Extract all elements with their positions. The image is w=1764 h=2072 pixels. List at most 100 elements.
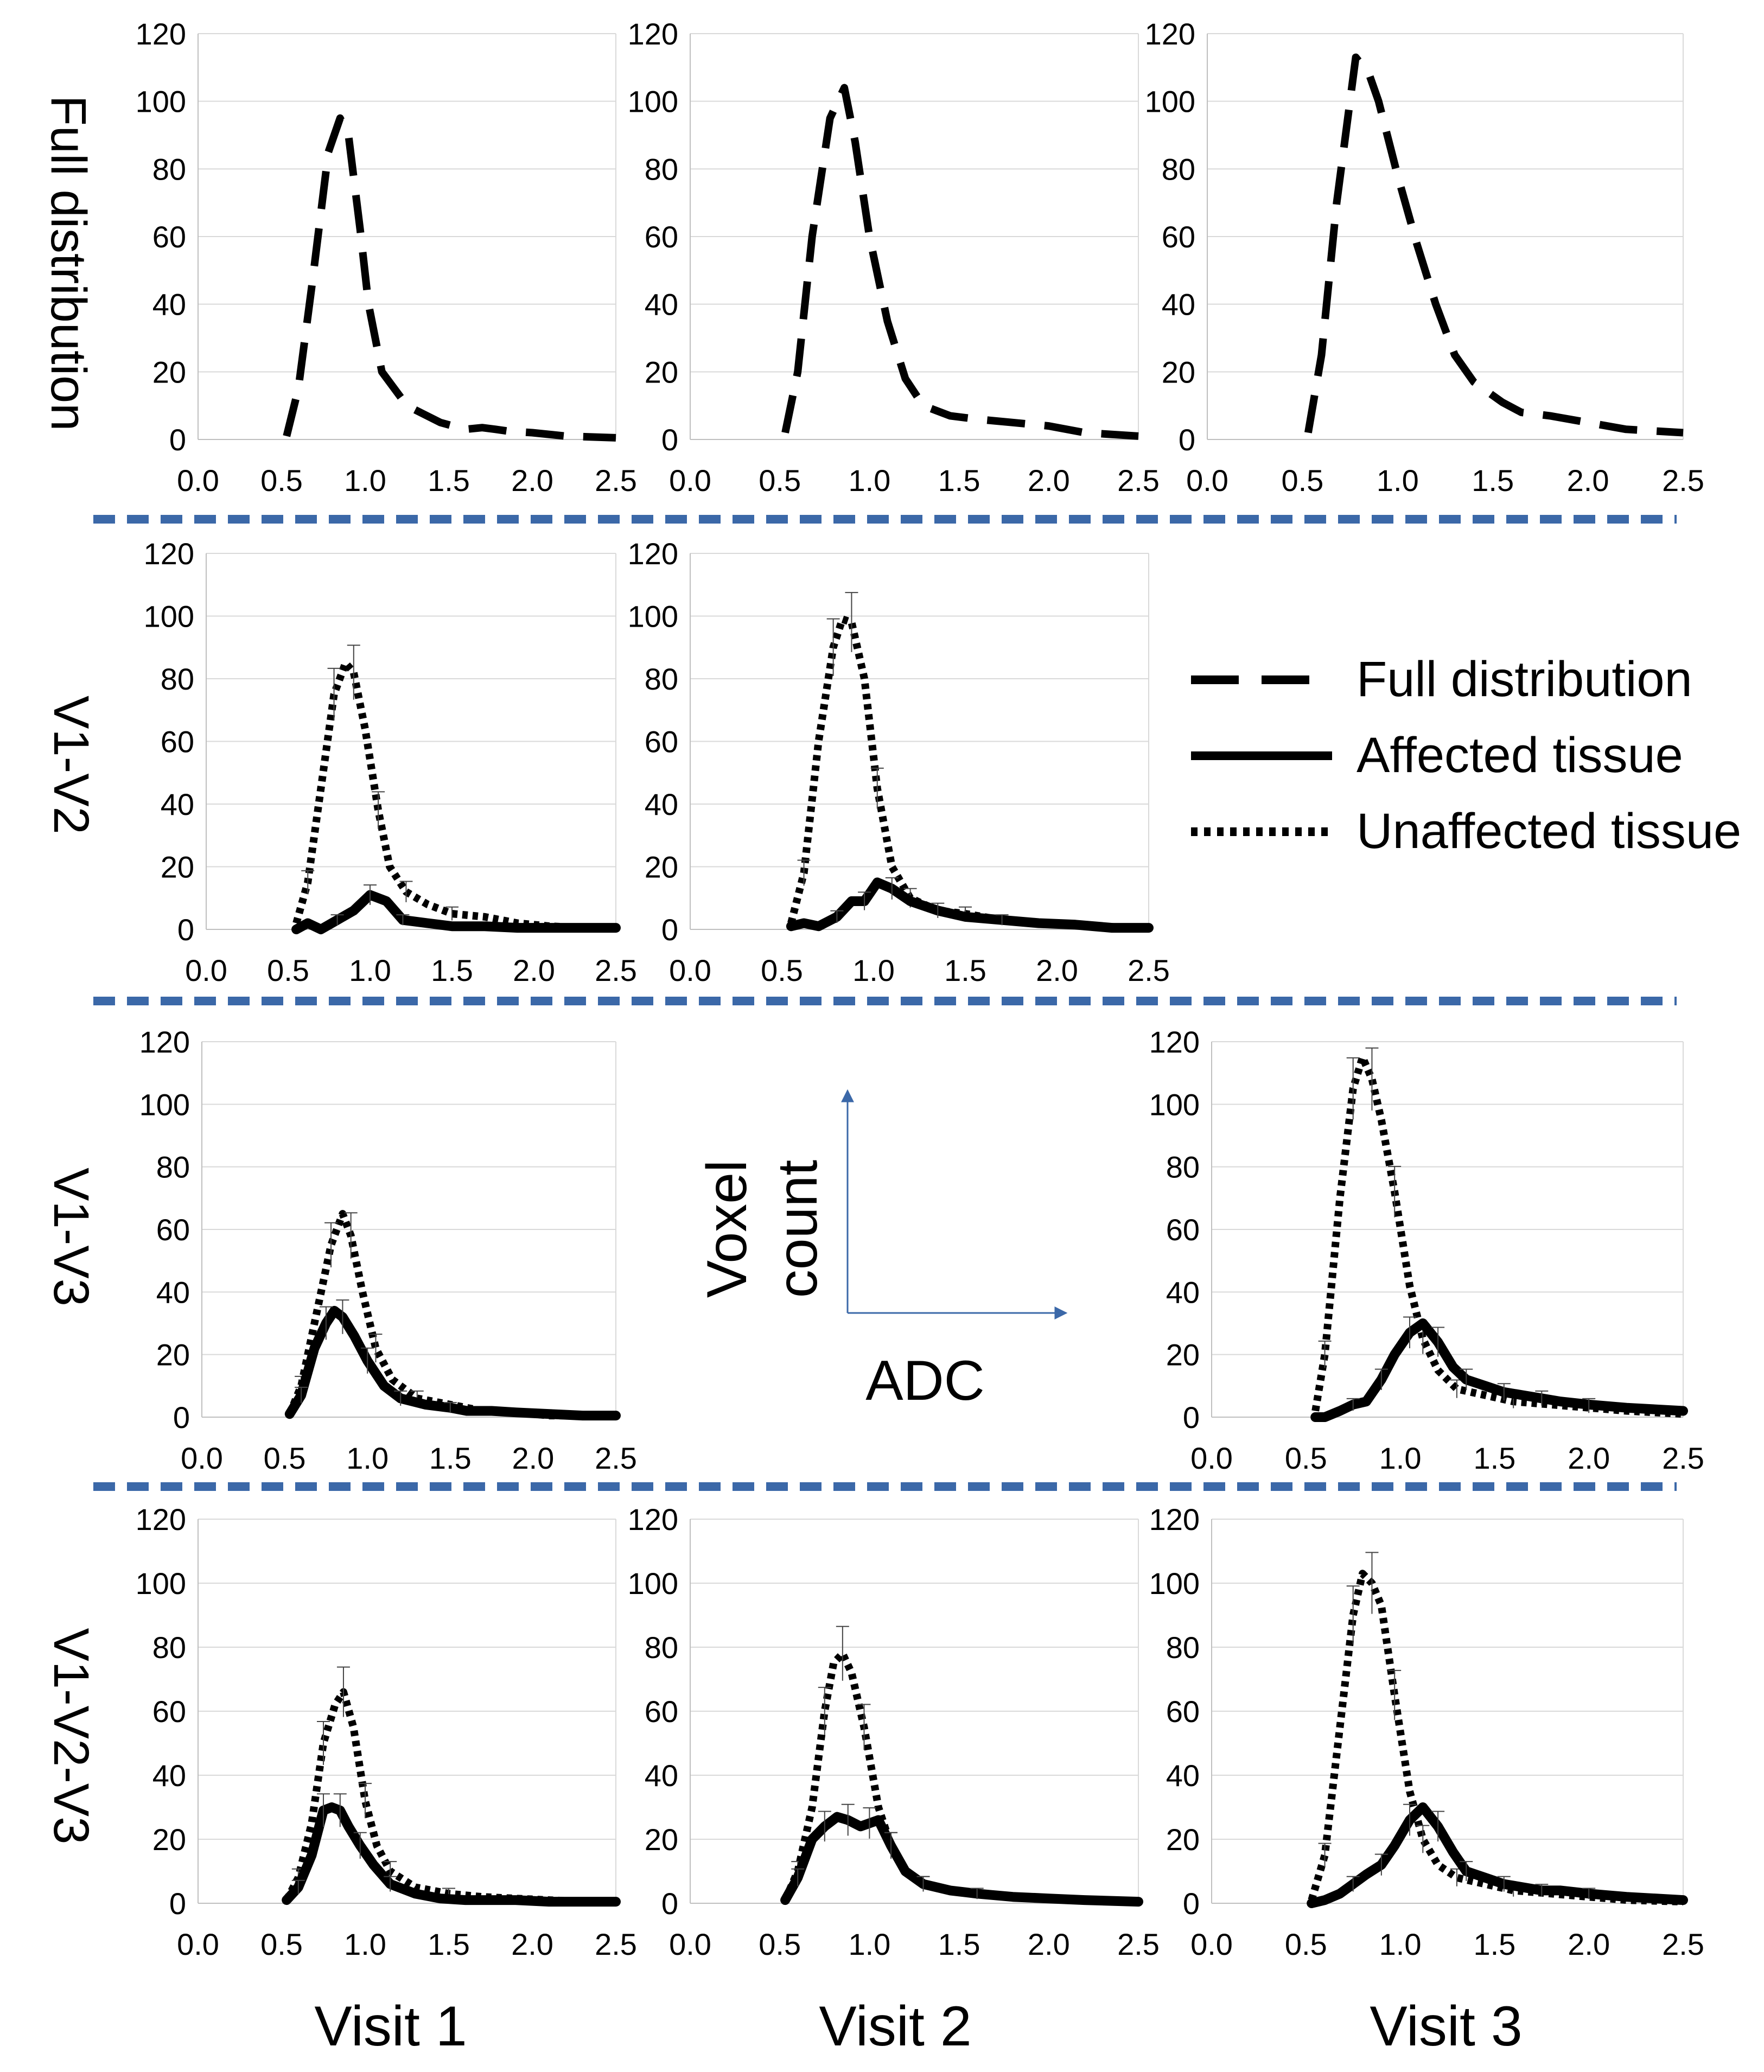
x-tick-label: 0.5 <box>761 953 803 987</box>
y-tick-label: 40 <box>645 288 678 322</box>
column-label-visit-2: Visit 2 <box>819 1995 971 2058</box>
y-tick-label: 80 <box>1162 152 1195 186</box>
y-tick-label: 120 <box>628 1502 678 1537</box>
y-tick-label: 60 <box>645 1694 678 1729</box>
row-label-v1v2v3: V1-V2-V3 <box>43 1628 99 1845</box>
column-label-visit-3: Visit 3 <box>1370 1995 1522 2058</box>
legend-label-affected: Affected tissue <box>1357 728 1683 783</box>
series-line-affected-tissue <box>1310 1318 1688 1422</box>
y-tick-label: 80 <box>645 152 678 186</box>
x-tick-label: 1.0 <box>346 1441 389 1475</box>
y-tick-label: 80 <box>1166 1630 1200 1665</box>
y-tick-label: 60 <box>152 1694 186 1729</box>
x-tick-label: 2.5 <box>1662 1441 1704 1475</box>
y-tick-label: 100 <box>1145 85 1195 119</box>
axes-y-label-count: count <box>766 1160 829 1298</box>
series-line-unaffected-tissue <box>283 1688 616 1906</box>
y-tick-label: 60 <box>645 725 678 759</box>
y-tick-label: 20 <box>161 850 194 884</box>
x-tick-label: 1.5 <box>944 953 986 987</box>
y-tick-label: 20 <box>1166 1822 1200 1857</box>
y-tick-label: 20 <box>645 1822 678 1857</box>
series-line-unaffected-tissue <box>781 1649 1139 1906</box>
x-tick-label: 0.5 <box>260 463 303 498</box>
y-tick-label: 120 <box>139 1025 190 1059</box>
y-tick-label: 100 <box>139 1087 190 1121</box>
series-line-full-distribution <box>1304 53 1684 437</box>
chart-panel-v1v2v3-v3: 0 20 40 60 80 100 120 0.0 0.5 1.0 1.5 2.0 2.5 <box>1149 1502 1704 1961</box>
x-tick-label: 2.5 <box>595 953 637 987</box>
chart-panel-v1v2-v2: 0 20 40 60 80 100 120 0.0 0.5 1.0 1.5 2.0 2.5 <box>628 537 1170 987</box>
y-tick-label: 0 <box>1183 1400 1200 1435</box>
y-tick-label: 120 <box>136 1502 186 1537</box>
row-label-v1v3: V1-V3 <box>43 1168 99 1306</box>
y-tick-label: 120 <box>136 17 186 51</box>
y-tick-label: 0 <box>661 423 678 457</box>
x-tick-label: 1.5 <box>428 463 470 498</box>
y-tick-label: 20 <box>156 1338 190 1372</box>
x-tick-label: 0.0 <box>185 953 227 987</box>
y-tick-label: 40 <box>152 288 186 322</box>
chart-panels: 0 20 40 60 80 100 120 0.0 0.5 1.0 1.5 2.0 2.5 0 20 40 60… <box>136 17 1704 1961</box>
y-tick-label: 120 <box>1145 17 1195 51</box>
x-tick-label: 0.0 <box>177 463 219 498</box>
x-tick-label: 1.0 <box>848 1927 890 1961</box>
x-tick-label: 2.5 <box>1128 953 1170 987</box>
x-tick-label: 0.5 <box>1285 1927 1327 1961</box>
chart-panel-v1v3-v1: 0 20 40 60 80 100 120 0.0 0.5 1.0 1.5 2.0 2.5 <box>139 1025 637 1475</box>
y-tick-label: 40 <box>645 787 678 821</box>
y-tick-label: 60 <box>1162 220 1195 254</box>
y-tick-label: 100 <box>144 600 194 634</box>
column-label-visit-1: Visit 1 <box>314 1995 467 2058</box>
y-tick-label: 100 <box>1149 1087 1200 1121</box>
x-tick-label: 1.0 <box>344 463 386 498</box>
axes-x-label-adc: ADC <box>865 1349 985 1412</box>
x-tick-label: 0.5 <box>264 1441 306 1475</box>
y-tick-label: 0 <box>169 1886 186 1921</box>
row-label-v1v2: V1-V2 <box>43 696 99 834</box>
x-tick-label: 2.5 <box>595 463 637 498</box>
x-tick-label: 1.5 <box>429 1441 472 1475</box>
x-tick-label: 1.0 <box>848 463 890 498</box>
y-tick-label: 0 <box>661 913 678 947</box>
x-tick-label: 2.5 <box>1662 1927 1704 1961</box>
x-tick-label: 0.5 <box>267 953 309 987</box>
y-tick-label: 60 <box>1166 1694 1200 1729</box>
x-tick-label: 0.5 <box>1281 463 1323 498</box>
x-tick-label: 0.5 <box>759 1927 801 1961</box>
y-tick-label: 120 <box>1149 1502 1200 1537</box>
chart-panel-v1v2v3-v1: 0 20 40 60 80 100 120 0.0 0.5 1.0 1.5 2.0 2.5 <box>136 1502 637 1961</box>
x-tick-label: 2.0 <box>1568 1927 1610 1961</box>
y-tick-label: 120 <box>628 537 678 571</box>
x-tick-label: 2.0 <box>511 463 553 498</box>
y-tick-label: 100 <box>1149 1566 1200 1601</box>
x-tick-label: 0.0 <box>177 1927 219 1961</box>
x-tick-label: 2.0 <box>1567 463 1609 498</box>
y-tick-label: 80 <box>645 1630 678 1665</box>
x-tick-label: 0.5 <box>260 1927 303 1961</box>
x-tick-label: 2.5 <box>1662 463 1704 498</box>
series-line-unaffected-tissue <box>787 615 1149 932</box>
y-tick-label: 100 <box>628 600 678 634</box>
row-labels: Full distribution V1-V2 V1-V3 V1-V2-V3 <box>41 95 99 1845</box>
x-tick-label: 1.0 <box>349 953 391 987</box>
y-tick-label: 100 <box>136 1566 186 1601</box>
x-tick-label: 0.0 <box>1186 463 1228 498</box>
x-tick-label: 1.5 <box>1473 1441 1515 1475</box>
x-tick-label: 1.0 <box>1379 1441 1422 1475</box>
y-tick-label: 120 <box>1149 1025 1200 1059</box>
series-line-full-distribution <box>781 84 1139 440</box>
y-tick-label: 40 <box>152 1758 186 1793</box>
x-tick-label: 2.5 <box>595 1441 637 1475</box>
y-tick-label: 60 <box>161 725 194 759</box>
x-tick-label: 1.5 <box>428 1927 470 1961</box>
y-tick-label: 0 <box>661 1886 678 1921</box>
y-tick-label: 40 <box>161 787 194 821</box>
x-tick-label: 2.0 <box>512 1441 554 1475</box>
x-tick-label: 1.5 <box>1473 1927 1515 1961</box>
chart-panel-v1v2v3-v2: 0 20 40 60 80 100 120 0.0 0.5 1.0 1.5 2.0 2.5 <box>628 1502 1160 1961</box>
y-tick-label: 80 <box>1166 1150 1200 1184</box>
column-labels: Visit 1 Visit 2 Visit 3 <box>314 1995 1522 2058</box>
y-tick-label: 80 <box>161 662 194 696</box>
